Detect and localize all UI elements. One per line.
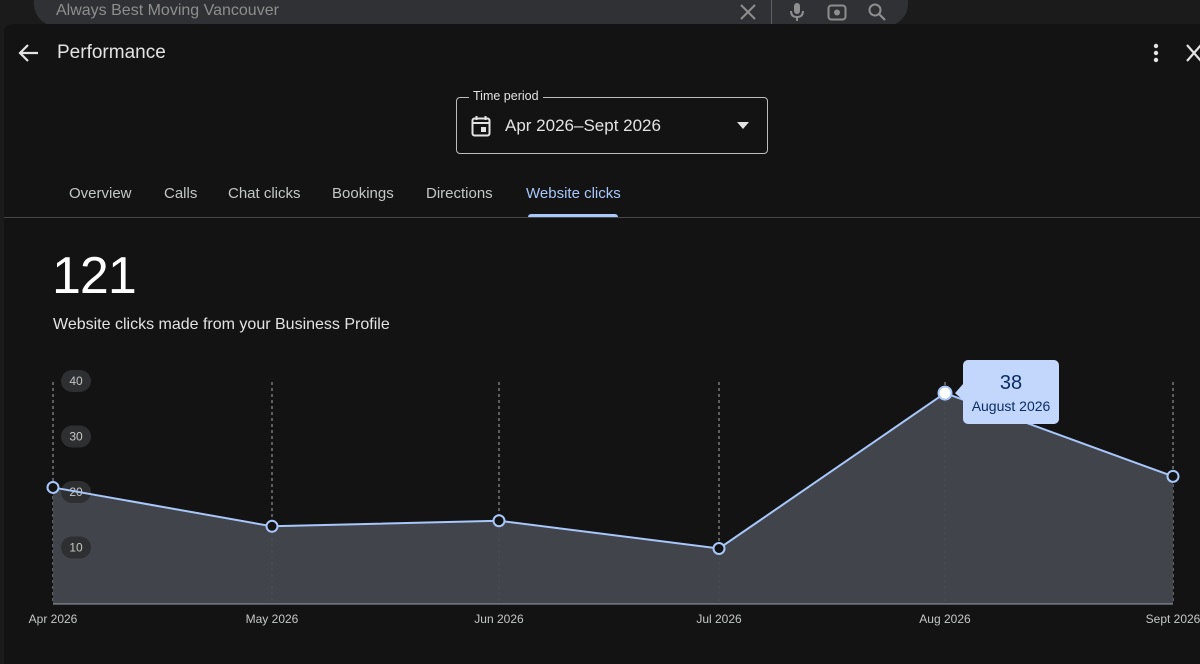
tab-website-clicks[interactable]: Website clicks [526, 185, 621, 202]
calendar-icon [471, 116, 491, 137]
camera-lens-icon[interactable] [827, 2, 847, 22]
data-point[interactable] [712, 542, 726, 555]
data-point[interactable] [492, 514, 506, 528]
tooltip-value: 38 [1000, 372, 1022, 394]
y-tick-pill [61, 370, 91, 392]
summary-description: Website clicks made from your Business P… [53, 316, 390, 333]
y-tick-label: 40 [69, 374, 83, 388]
tooltip-label: August 2026 [972, 398, 1051, 414]
y-tick-label: 30 [69, 430, 83, 444]
y-tick-pill [61, 536, 91, 559]
x-tick-label: Jun 2026 [474, 612, 524, 626]
tab-calls[interactable]: Calls [164, 185, 198, 202]
active-tab-indicator [528, 214, 618, 217]
tab-directions[interactable]: Directions [426, 185, 493, 202]
x-tick-label: Sept 2026 [1146, 612, 1200, 626]
data-point[interactable] [1166, 469, 1180, 483]
clear-icon[interactable] [738, 2, 758, 22]
search-icon[interactable] [867, 2, 887, 22]
time-period-value: Apr 2026–Sept 2026 [505, 116, 661, 135]
microphone-icon[interactable] [787, 2, 807, 22]
y-tick-label: 10 [69, 541, 83, 555]
time-period-label: Time period [469, 89, 543, 103]
tab-chat-clicks[interactable]: Chat clicks [228, 185, 301, 202]
y-tick-pill [61, 425, 91, 448]
total-website-clicks: 121 [52, 247, 137, 305]
search-bar[interactable]: Always Best Moving Vancouver [34, 0, 908, 26]
search-input[interactable]: Always Best Moving Vancouver [56, 2, 279, 19]
tab-bookings[interactable]: Bookings [332, 185, 394, 202]
x-tick-label: Apr 2026 [29, 612, 78, 626]
time-period-dropdown[interactable]: Time period Apr 2026–Sept 2026 [456, 89, 768, 154]
data-point[interactable] [265, 519, 279, 533]
metric-tabs: Overview Calls Chat clicks Bookings Dire… [4, 174, 1200, 218]
x-tick-label: May 2026 [246, 612, 299, 626]
page-title: Performance [57, 42, 166, 63]
tooltip-pointer [955, 384, 963, 400]
close-icon[interactable] [1184, 42, 1200, 64]
data-point[interactable] [937, 385, 953, 401]
search-divider [771, 0, 772, 24]
x-tick-label: Jul 2026 [696, 612, 742, 626]
tab-overview[interactable]: Overview [69, 185, 132, 202]
panel-header: Performance [4, 24, 1200, 82]
back-arrow-icon[interactable] [16, 40, 42, 66]
tabs-divider [4, 217, 1200, 218]
more-options-icon[interactable] [1146, 40, 1166, 66]
dropdown-caret-icon [737, 122, 749, 129]
data-point[interactable] [46, 480, 60, 494]
x-tick-label: Aug 2026 [919, 612, 971, 626]
tooltip-box [963, 360, 1059, 424]
chart-area-fill [53, 393, 1173, 604]
